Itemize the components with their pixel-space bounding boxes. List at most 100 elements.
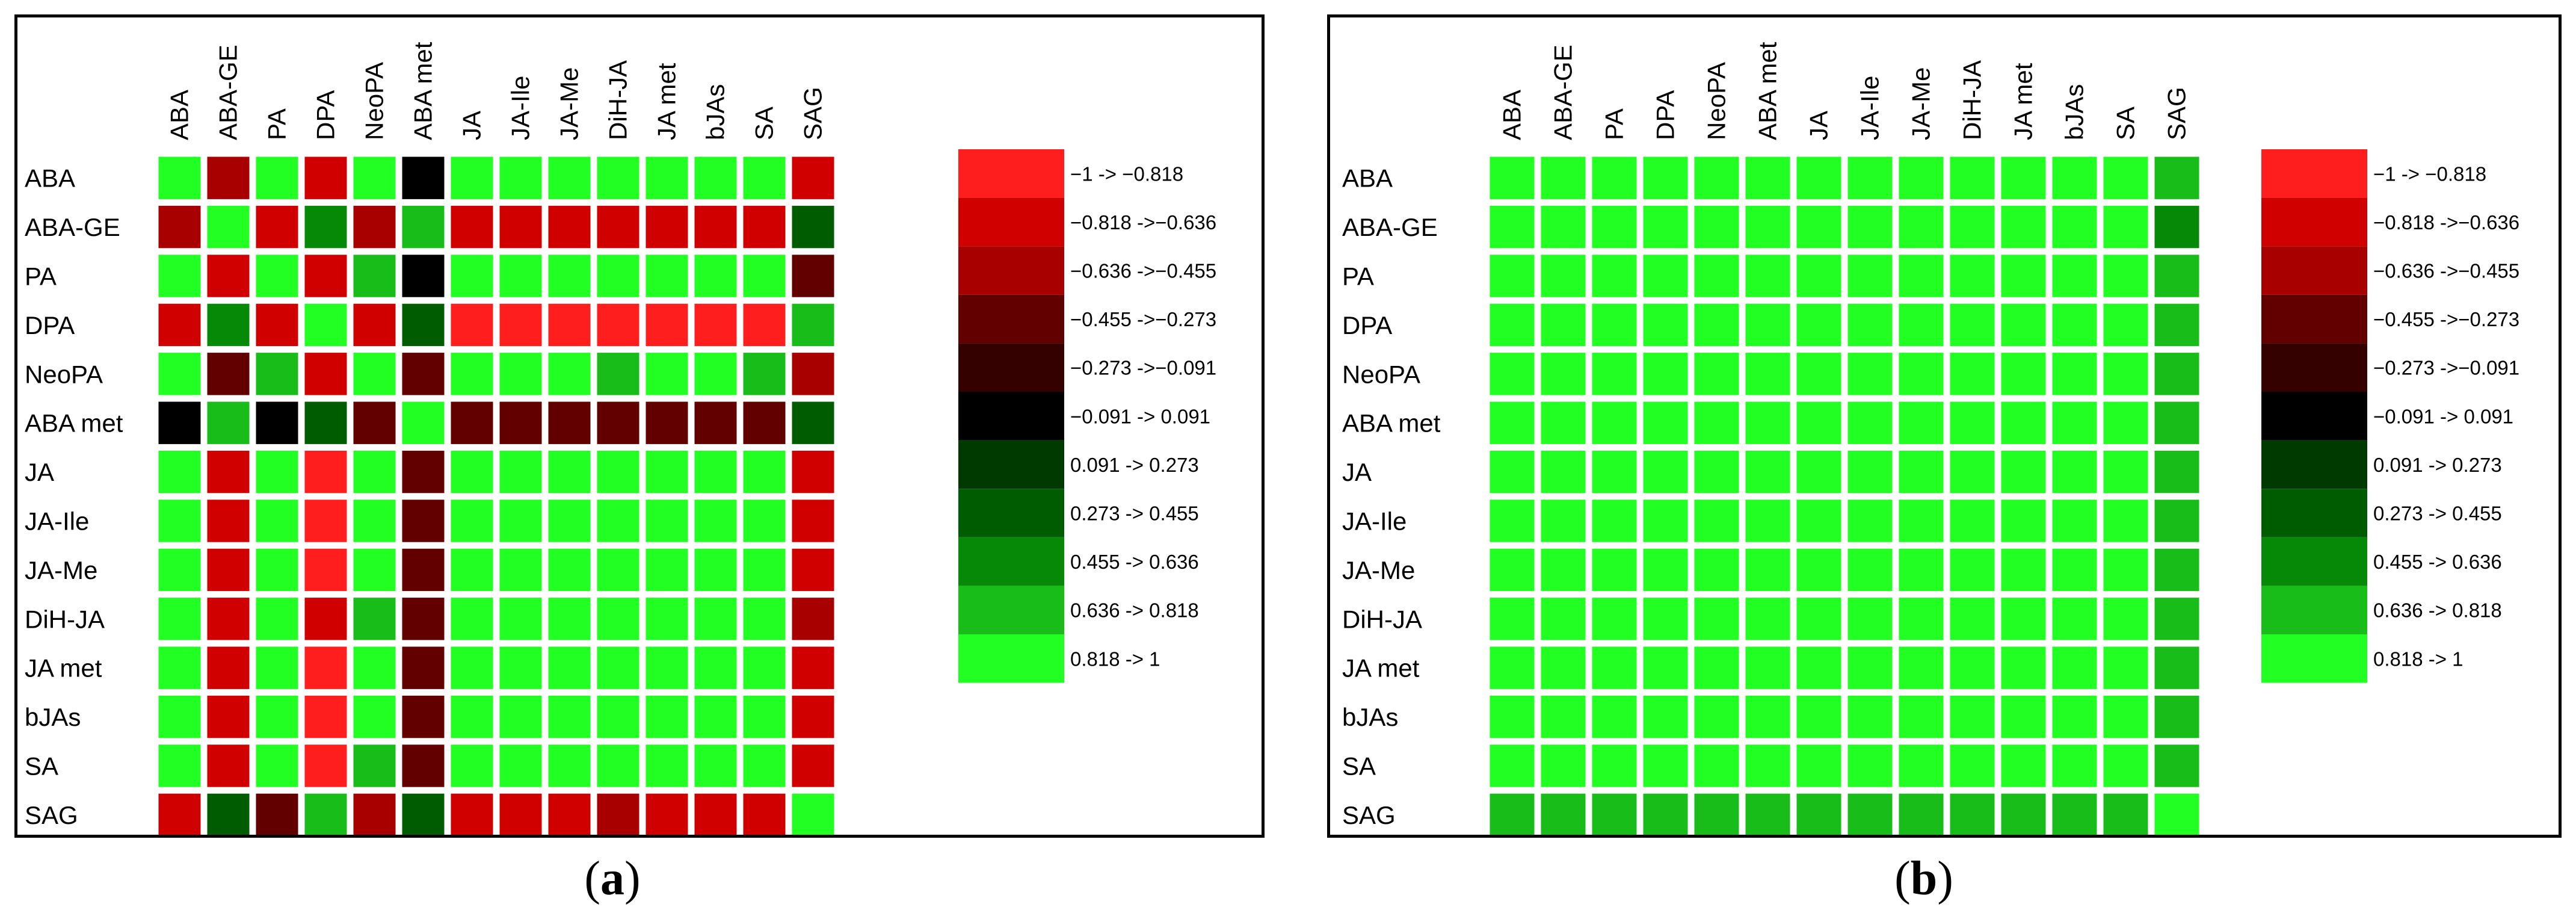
heatmap-cell: [2001, 401, 2046, 444]
legend-swatch: [2261, 489, 2367, 537]
heatmap-cell: [304, 450, 347, 493]
heatmap-cell: [1796, 548, 1841, 592]
legend-label: −1 -> −0.818: [1070, 162, 1183, 185]
heatmap-cell: [646, 156, 688, 199]
heatmap-cell: [1643, 548, 1688, 592]
heatmap-cell: [158, 598, 201, 640]
heatmap-cell: [694, 744, 737, 787]
col-label-dpa: DPA: [1651, 90, 1680, 140]
heatmap-cell: [1490, 695, 1535, 738]
heatmap-cell: [1796, 500, 1841, 542]
heatmap-cell: [743, 695, 786, 738]
heatmap-cell: [646, 744, 688, 787]
heatmap-cell: [694, 156, 737, 199]
heatmap-cell: [2103, 744, 2148, 787]
heatmap-cell: [304, 353, 347, 395]
heatmap-cell: [1899, 303, 1944, 347]
heatmap-cell: [694, 695, 737, 738]
panel-b-caption: (b): [1804, 849, 2044, 909]
heatmap-cell: [548, 303, 591, 347]
heatmap-cell: [597, 401, 639, 444]
heatmap-cell: [1847, 353, 1893, 395]
heatmap-cell: [548, 598, 591, 640]
heatmap-cell: [402, 744, 445, 787]
heatmap-cell: [2154, 156, 2199, 199]
heatmap-cell: [1796, 793, 1841, 835]
legend-label: −0.273 ->−0.091: [2373, 357, 2519, 379]
heatmap-cell: [694, 255, 737, 297]
heatmap-cell: [694, 353, 737, 395]
heatmap-cell: [792, 793, 834, 835]
heatmap-cell: [694, 205, 737, 249]
legend-swatch: [2261, 197, 2367, 247]
heatmap-cell: [451, 793, 493, 835]
col-label-sa: SA: [2112, 107, 2140, 140]
heatmap-cell: [1490, 303, 1535, 347]
row-label-neopa: NeoPA: [1342, 360, 1420, 388]
heatmap-cell: [1643, 353, 1688, 395]
heatmap-cell: [548, 353, 591, 395]
heatmap-cell: [792, 450, 834, 493]
heatmap-cell: [597, 744, 639, 787]
heatmap-cell: [2052, 744, 2097, 787]
legend-label: 0.818 -> 1: [2373, 648, 2464, 670]
legend-label: −0.091 -> 0.091: [2373, 405, 2513, 427]
heatmap-cell: [1490, 500, 1535, 542]
legend-swatch: [958, 149, 1064, 198]
row-label-pa: PA: [1342, 262, 1374, 291]
legend-swatch: [958, 246, 1064, 295]
heatmap-cell: [1847, 205, 1893, 249]
heatmap-cell: [1643, 500, 1688, 542]
row-label-bjas: bJAs: [1342, 703, 1398, 731]
heatmap-cell: [256, 156, 298, 199]
row-label-aba: ABA: [25, 164, 75, 193]
heatmap-cell: [1950, 255, 1995, 297]
legend-swatch: [958, 634, 1064, 683]
heatmap-cell: [743, 500, 786, 542]
heatmap-cell: [2001, 205, 2046, 249]
heatmap-cell: [1694, 548, 1739, 592]
heatmap-cell: [1490, 793, 1535, 835]
heatmap-cell: [1745, 500, 1790, 542]
legend-label: 0.636 -> 0.818: [1070, 599, 1199, 622]
heatmap-cell: [207, 793, 250, 835]
heatmap-cell: [1541, 548, 1586, 592]
legend-swatch: [2261, 294, 2367, 344]
legend-swatch: [2261, 149, 2367, 198]
heatmap-cell: [792, 303, 834, 347]
heatmap-cell: [1899, 156, 1944, 199]
heatmap-cell: [1899, 500, 1944, 542]
heatmap-cell: [2103, 598, 2148, 640]
heatmap-cell: [792, 205, 834, 249]
heatmap-cell: [1592, 353, 1637, 395]
heatmap-cell: [548, 255, 591, 297]
heatmap-cell: [499, 598, 542, 640]
heatmap-cell: [792, 353, 834, 395]
heatmap-cell: [353, 500, 396, 542]
heatmap-cell: [1847, 500, 1893, 542]
heatmap-cell: [256, 744, 298, 787]
heatmap-cell: [1694, 156, 1739, 199]
heatmap-cell: [353, 793, 396, 835]
heatmap-cell: [597, 548, 639, 592]
legend-swatch: [2261, 586, 2367, 634]
row-label-aba-ge: ABA-GE: [25, 213, 120, 241]
heatmap-cell: [1541, 255, 1586, 297]
row-label-sa: SA: [25, 752, 58, 781]
heatmap-cell: [1490, 646, 1535, 689]
heatmap-cell: [1541, 450, 1586, 493]
heatmap-cell: [2052, 401, 2097, 444]
heatmap-cell: [548, 548, 591, 592]
heatmap-cell: [1796, 450, 1841, 493]
heatmap-cell: [353, 695, 396, 738]
row-label-dih-ja: DiH-JA: [25, 605, 105, 633]
heatmap-cell: [2052, 303, 2097, 347]
col-label-ja: JA: [458, 111, 486, 140]
legend-swatch: [958, 586, 1064, 634]
heatmap-cell: [402, 205, 445, 249]
heatmap-cell: [451, 303, 493, 347]
row-label-neopa: NeoPA: [25, 360, 103, 388]
row-label-aba: ABA: [1342, 164, 1393, 193]
col-label-dih-ja: DiH-JA: [604, 60, 632, 140]
col-label-aba-met: ABA met: [409, 42, 437, 140]
